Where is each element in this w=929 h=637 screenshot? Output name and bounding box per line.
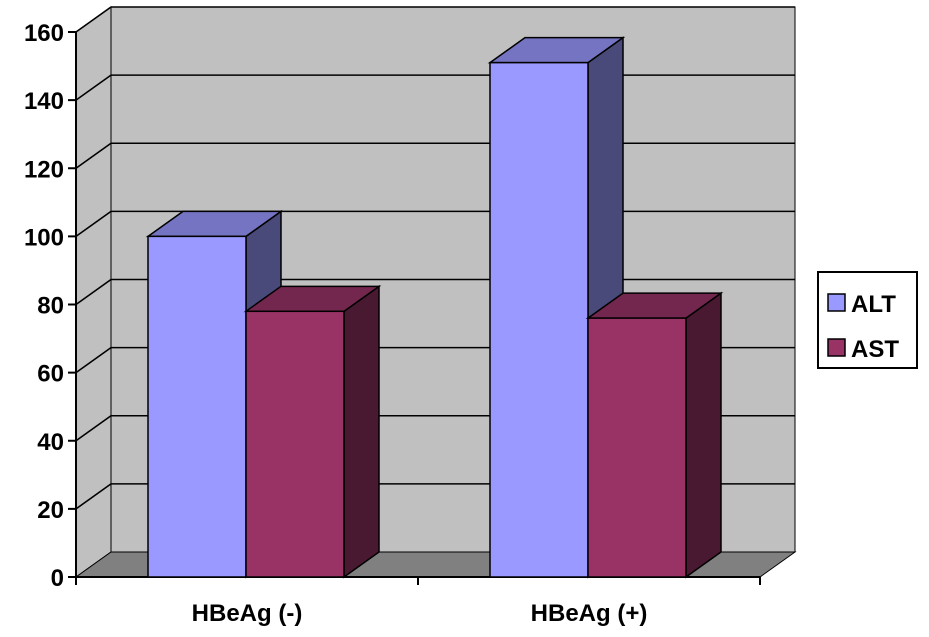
bar-ast-1	[585, 291, 724, 579]
legend-swatch	[827, 338, 846, 357]
gridline-side	[75, 210, 112, 238]
gridline-side	[75, 6, 112, 33]
gridline-side	[75, 142, 112, 169]
y-tick-label: 20	[37, 497, 64, 524]
legend-label: AST	[851, 336, 899, 363]
x-category-label: HBeAg (+)	[531, 600, 648, 627]
bar-side	[343, 284, 380, 579]
y-tick-label: 80	[37, 293, 64, 320]
bar-side	[685, 291, 722, 579]
gridline-side	[75, 278, 112, 306]
y-tick-label: 0	[51, 565, 64, 592]
legend: ALT AST	[817, 271, 918, 369]
bar-front	[147, 235, 247, 578]
bar-front	[489, 61, 589, 578]
y-tick-label: 140	[24, 88, 64, 115]
y-tick-label: 40	[37, 429, 64, 456]
x-category-label: HBeAg (-)	[192, 600, 303, 627]
y-tick-label: 60	[37, 361, 64, 388]
bar-front	[245, 310, 345, 578]
y-tick-label: 160	[24, 20, 64, 47]
y-tick-label: 120	[24, 156, 64, 183]
labels: 0 20 40 60 80 100 120 140 160 HBeAg (-) HBeAg (+)	[24, 20, 647, 627]
legend-label: ALT	[851, 291, 896, 318]
bar-ast-0	[243, 284, 382, 579]
gridline-side	[75, 74, 112, 101]
legend-swatch	[827, 293, 846, 312]
bar-front	[587, 317, 687, 578]
gridline-side	[75, 346, 112, 374]
bars	[145, 36, 724, 579]
gridline-side	[75, 483, 112, 510]
y-tick-label: 100	[24, 224, 64, 251]
gridline-side	[75, 415, 112, 442]
